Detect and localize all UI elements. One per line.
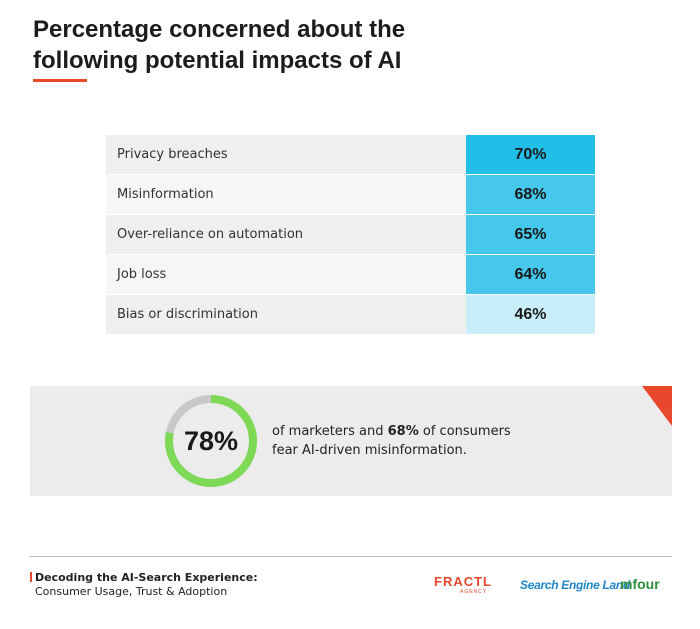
row-label: Misinformation — [106, 175, 466, 214]
footer-accent-bar — [30, 572, 32, 582]
chart-title-line-2: following potential impacts of AI — [33, 47, 402, 74]
mfour-logo: mfour — [620, 576, 660, 592]
row-value: 70% — [466, 135, 595, 174]
callout-text-bold: 68% — [387, 424, 419, 439]
donut-chart — [165, 395, 257, 487]
title-underline — [33, 79, 87, 82]
callout-text-pre: of marketers and — [272, 424, 388, 439]
callout-text-post: of consumers — [418, 424, 511, 439]
table-row: Misinformation 68% — [106, 175, 595, 215]
row-value: 64% — [466, 255, 595, 294]
fractl-logo: FRACTL AGENCY — [434, 574, 492, 595]
donut-value: 78% — [183, 425, 239, 456]
row-label: Job loss — [106, 255, 466, 294]
fractl-logo-text: FRACTL — [434, 574, 492, 589]
callout-text-line-2: fear AI-driven misinformation. — [272, 443, 467, 458]
footer-report-title: Decoding the AI-Search Experience: Consu… — [30, 571, 258, 599]
table-row: Privacy breaches 70% — [106, 135, 595, 175]
row-label: Bias or discrimination — [106, 295, 466, 334]
row-value: 68% — [466, 175, 595, 214]
row-value: 46% — [466, 295, 595, 334]
row-label: Over-reliance on automation — [106, 215, 466, 254]
footer-divider — [30, 556, 672, 557]
corner-accent-icon — [642, 386, 672, 426]
impact-table: Privacy breaches 70% Misinformation 68% Over… — [106, 135, 595, 335]
row-label: Privacy breaches — [106, 135, 466, 174]
table-row: Job loss 64% — [106, 255, 595, 295]
table-row: Over-reliance on automation 65% — [106, 215, 595, 255]
footer-title-line-1: Decoding the AI-Search Experience: — [35, 571, 258, 584]
donut-arc — [165, 395, 257, 487]
fractl-logo-sub: AGENCY — [460, 589, 488, 595]
chart-title-line-1: Percentage concerned about the — [33, 16, 406, 43]
footer-title-line-2: Consumer Usage, Trust & Adoption — [35, 585, 228, 598]
chart-title: Percentage concerned about the following… — [33, 14, 633, 76]
row-value: 65% — [466, 215, 595, 254]
table-row: Bias or discrimination 46% — [106, 295, 595, 335]
search-engine-land-logo: Search Engine Land — [520, 578, 630, 592]
callout-panel: 78% of marketers and 68% of consumers fe… — [30, 386, 672, 496]
callout-text: of marketers and 68% of consumers fear A… — [272, 422, 602, 460]
